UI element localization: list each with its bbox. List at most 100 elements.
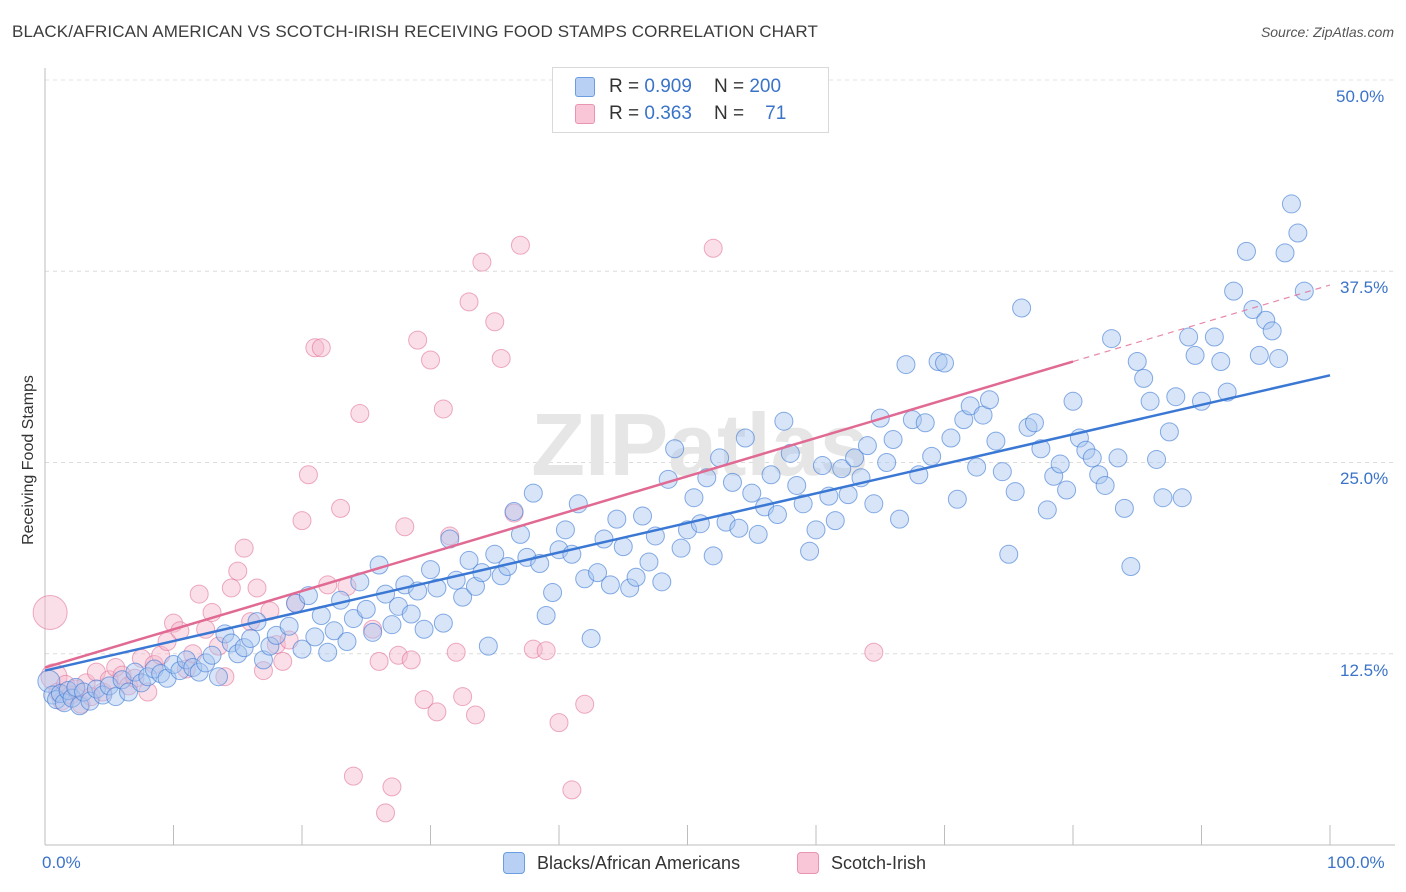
scotch-irish-point <box>273 651 293 671</box>
blacks-point <box>999 544 1019 564</box>
blacks-point <box>742 483 762 503</box>
blacks-point <box>1153 488 1173 508</box>
x-tick-label-min: 0.0% <box>42 853 81 872</box>
scotch-irish-point <box>221 578 241 598</box>
chart-source: Source: ZipAtlas.com <box>1260 24 1394 40</box>
blacks-point <box>196 653 216 673</box>
blacks-point <box>459 550 479 570</box>
blacks-point <box>607 509 627 529</box>
blacks-point <box>1127 352 1147 372</box>
legend-n-label: N = <box>713 103 745 124</box>
blacks-point <box>1076 440 1096 460</box>
legend-n-value: 200 <box>749 76 782 97</box>
legend-row-pink: R = 0.363 N = 71 <box>575 101 786 127</box>
stats-legend: R = 0.909 N = 200 R = 0.363 N = 71 <box>552 67 829 133</box>
blacks-point <box>735 428 755 448</box>
blacks-point <box>1012 298 1032 318</box>
grid-lines <box>45 79 1395 655</box>
legend-r-value: 0.909 <box>644 76 692 97</box>
scotch-irish-point <box>228 561 248 581</box>
scotch-irish-point <box>491 348 511 368</box>
scotch-irish-point <box>485 312 505 332</box>
blacks-point <box>986 431 1006 451</box>
blacks-point <box>125 662 145 682</box>
scotch-irish-point <box>279 630 299 650</box>
scotch-irish-point <box>112 665 132 685</box>
blacks-point <box>1224 281 1244 301</box>
blacks-point <box>433 613 453 633</box>
blacks-point <box>176 650 196 670</box>
blacks-point <box>266 625 286 645</box>
blacks-point <box>890 509 910 529</box>
scotch-irish-point <box>376 803 396 823</box>
blacks-point <box>793 494 813 514</box>
blacks-point <box>922 446 942 466</box>
blacks-point <box>1172 488 1192 508</box>
scotch-irish-point <box>401 650 421 670</box>
scotch-irish-point <box>864 642 884 662</box>
blacks-point <box>1249 345 1269 365</box>
blacks-point <box>703 546 723 566</box>
blacks-point <box>575 569 595 589</box>
blacks-point <box>902 410 922 430</box>
scotch-irish-point <box>427 702 447 722</box>
blacks-point <box>941 428 961 448</box>
blacks-point <box>722 472 742 492</box>
blacks-point <box>1031 439 1051 459</box>
scotch-irish-point <box>414 690 434 710</box>
scotch-irish-point <box>189 584 209 604</box>
blacks-point <box>1269 348 1289 368</box>
blacks-point <box>915 413 935 433</box>
scotch-irish-point <box>408 330 428 350</box>
blacks-point <box>1236 241 1256 261</box>
blacks-points <box>37 194 1314 716</box>
blacks-point <box>825 511 845 531</box>
blacks-point <box>581 628 601 648</box>
scotch-irish-point <box>292 511 312 531</box>
blacks-point <box>138 667 158 687</box>
blacks-point <box>74 682 94 702</box>
blacks-point <box>1166 387 1186 407</box>
scotch-irish-point <box>144 654 164 674</box>
bottom-legend-pink: Scotch-Irish <box>797 852 926 874</box>
legend-row-blue: R = 0.909 N = 200 <box>575 74 781 100</box>
blacks-point <box>292 639 312 659</box>
blacks-point <box>678 520 697 540</box>
blacks-point <box>1243 300 1263 319</box>
scotch-irish-point <box>472 252 492 272</box>
blacks-point <box>1147 449 1167 469</box>
scotch-irish-point <box>208 636 228 656</box>
blacks-point <box>414 619 434 639</box>
blacks-point <box>883 430 903 450</box>
blacks-point <box>260 636 280 656</box>
scotch-irish-point <box>331 498 351 518</box>
blacks-point <box>1179 327 1199 347</box>
legend-r-label: R = <box>609 103 640 124</box>
blacks-point <box>812 456 832 476</box>
blacks-point <box>620 578 640 598</box>
blacks-point <box>523 483 543 503</box>
legend-n-label: N = <box>713 76 745 97</box>
blacks-point <box>1204 327 1224 347</box>
blacks-point <box>639 552 659 572</box>
scotch-irish-point <box>215 667 235 687</box>
bottom-legend-label-pink: Scotch-Irish <box>831 852 927 873</box>
blacks-point <box>485 544 505 564</box>
blacks-point <box>1262 321 1282 341</box>
blacks-point <box>697 468 717 488</box>
scotch-irish-point <box>253 661 273 681</box>
scotch-irish-point <box>575 694 595 714</box>
scotch-irish-point <box>536 641 556 661</box>
blacks-point <box>633 506 653 526</box>
blacks-point <box>1102 329 1122 349</box>
scotch-irish-point <box>388 645 408 665</box>
watermark: ZIPatlas <box>531 395 868 494</box>
blacks-point <box>1159 422 1179 442</box>
trend-lines <box>44 284 1331 672</box>
blacks-point <box>343 609 363 629</box>
scotch-irish-points <box>32 235 884 823</box>
legend-n-value: 71 <box>765 103 787 124</box>
blacks-point <box>401 604 421 624</box>
blacks-point <box>979 390 999 410</box>
